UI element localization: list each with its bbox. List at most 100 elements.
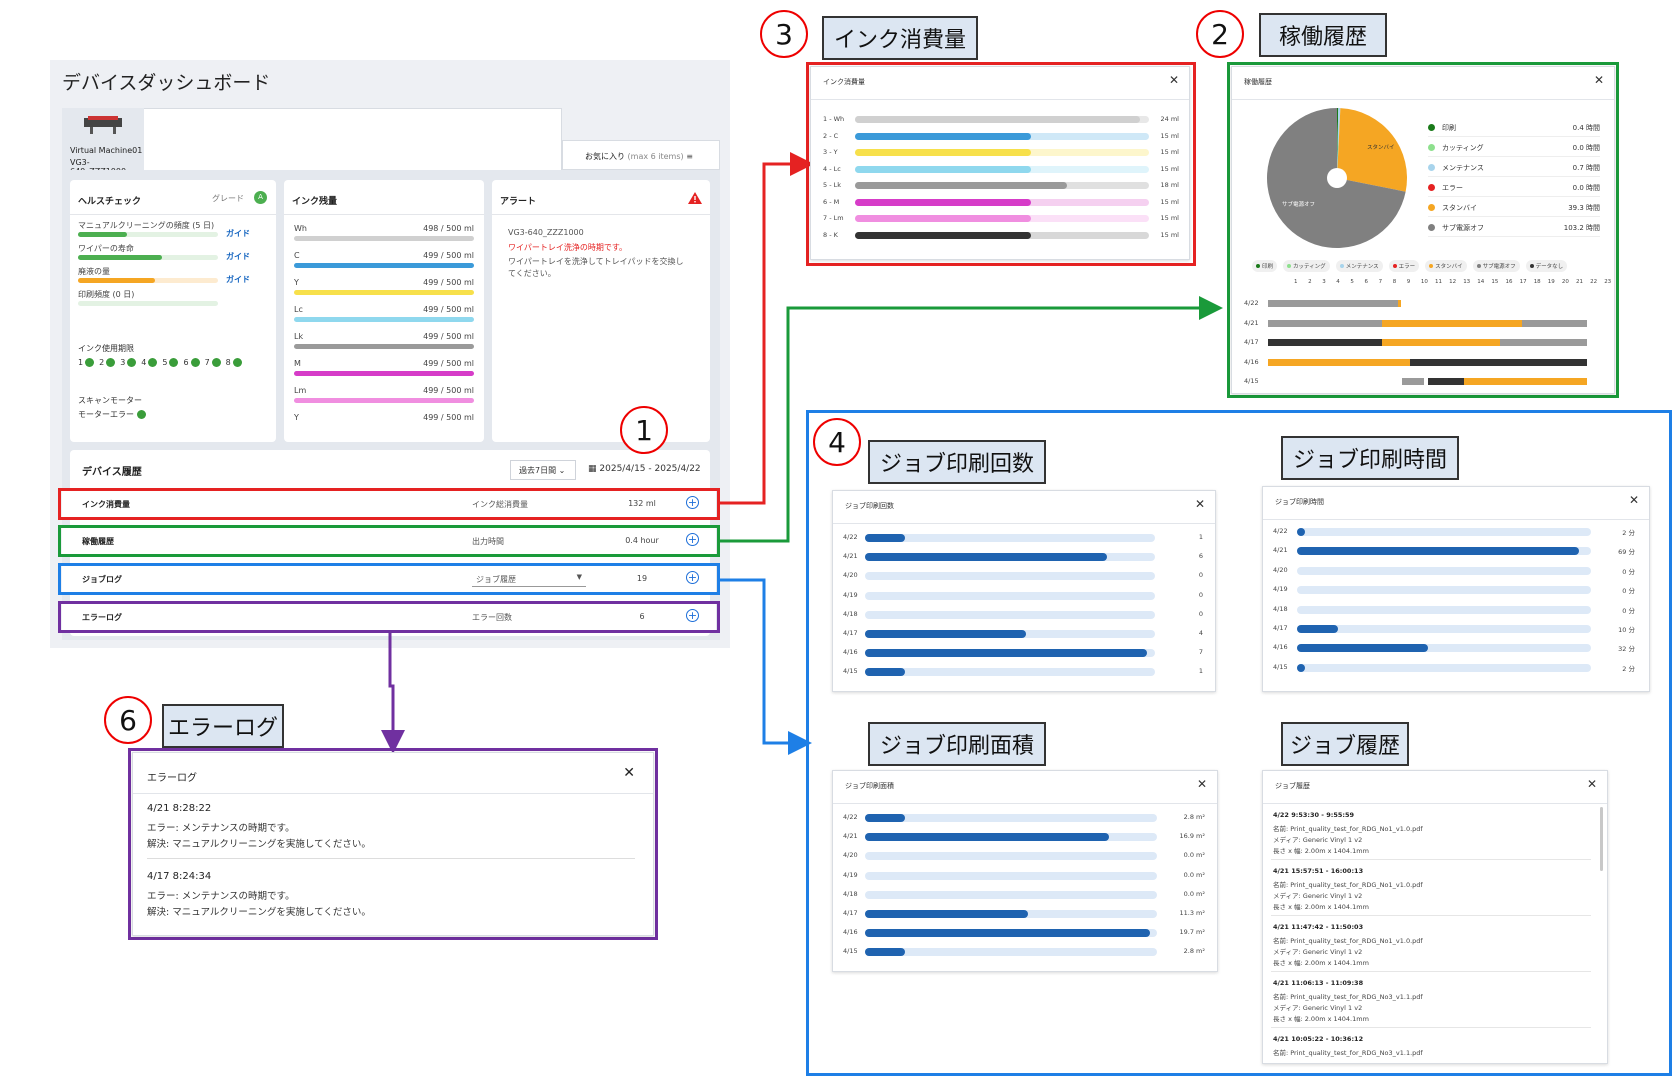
grade-label: グレード [212, 194, 244, 203]
timeline-segment [1398, 300, 1401, 307]
hour-tick-label: 3 [1322, 279, 1326, 285]
bar [865, 534, 906, 542]
history-row[interactable]: エラーログ エラー回数 6 + [62, 604, 716, 630]
filter-chip[interactable]: スタンバイ [1425, 260, 1467, 272]
guide-link[interactable]: ガイド [226, 229, 250, 238]
bar-value-label: 6 [1198, 552, 1203, 561]
job-entry-media: メディア: Generic Vinyl 1 v2 [1273, 836, 1363, 844]
period-value: 過去7日間 [519, 466, 557, 475]
timeline-segment [1410, 358, 1587, 366]
chip-dot [1529, 264, 1534, 268]
timeline-date: 4/16 [1244, 357, 1259, 366]
health-item-label: ワイパーの寿命 [78, 244, 134, 253]
status-ok-icon [127, 358, 137, 367]
error-log-title: エラーログ [147, 773, 197, 784]
bar-value-label: 0 [1198, 590, 1203, 599]
close-icon[interactable]: ✕ [1196, 777, 1207, 791]
filter-chip[interactable]: サブ電源オフ [1472, 260, 1520, 272]
job-history-select[interactable]: ジョブ履歴 ▼ [472, 571, 586, 587]
health-item-bar [78, 301, 218, 306]
favorites-button[interactable]: お気に入り (max 6 items) ≡ [562, 140, 720, 170]
expand-plus-icon[interactable]: + [686, 571, 699, 584]
machine-tab-bar [62, 108, 562, 170]
pie-label-standby: スタンバイ [1367, 143, 1395, 151]
close-icon[interactable]: ✕ [1586, 777, 1597, 791]
ink-name: Y [294, 413, 299, 422]
bar-track [865, 948, 1157, 957]
callout-label-job-area: ジョブ印刷面積 [868, 722, 1046, 766]
history-row[interactable]: 稼働履歴 出力時間 0.4 hour + [62, 528, 716, 554]
job-history-title: ジョブ履歴 [1275, 782, 1310, 790]
warning-icon [688, 192, 702, 204]
bar-category-label: 4/20 [843, 851, 858, 860]
history-row-metric: エラー回数 [472, 613, 512, 622]
health-item-bar [78, 255, 218, 260]
status-ok-icon [106, 358, 116, 367]
legend-dot [1428, 204, 1435, 211]
ink-name: Wh [294, 224, 307, 233]
ink-consumption-value: 15 ml [1160, 230, 1179, 239]
health-item-bar [78, 232, 218, 237]
expand-plus-icon[interactable]: + [686, 533, 699, 546]
bar [865, 833, 1110, 842]
hour-tick-label: 16 [1505, 279, 1513, 285]
job-entry-divider [1271, 971, 1591, 972]
hour-tick-label: 21 [1576, 279, 1583, 285]
period-select[interactable]: 過去7日間 ⌄ [510, 460, 576, 480]
guide-link[interactable]: ガイド [226, 275, 250, 284]
close-icon[interactable]: ✕ [1593, 73, 1604, 87]
ink-consumption-track [855, 116, 1149, 123]
timeline-segment [1428, 378, 1464, 385]
ink-name: Y [294, 278, 299, 287]
machine-tab[interactable]: Virtual Machine01 VG3-640_ZZZ1000 [62, 108, 144, 176]
expand-plus-icon[interactable]: + [686, 496, 699, 509]
bar-track [865, 534, 1155, 542]
hour-tick-label: 23 [1604, 279, 1612, 285]
bar-category-label: 4/15 [843, 947, 858, 956]
hour-tick-label: 5 [1350, 279, 1354, 285]
bar-category-label: 4/22 [1273, 527, 1288, 535]
divider [492, 214, 710, 215]
bar [1297, 625, 1338, 633]
legend-name: カッティング [1442, 144, 1484, 152]
bar-category-label: 4/21 [843, 552, 858, 561]
scrollbar[interactable] [1600, 807, 1603, 871]
page-title: デバイスダッシュボード [62, 72, 271, 94]
job-entry-time: 4/21 15:57:51 - 16:00:13 [1273, 867, 1364, 875]
filter-chip[interactable]: メンテナンス [1335, 260, 1383, 272]
filter-chip[interactable]: データなし [1525, 260, 1568, 272]
history-row[interactable]: インク消費量 インク総消費量 132 ml + [62, 491, 716, 517]
ink-consumption-bar [855, 182, 1067, 189]
bar-track [865, 929, 1157, 938]
filter-chip[interactable]: エラー [1388, 260, 1420, 272]
hour-tick-label: 9 [1406, 279, 1411, 285]
timeline-date: 4/21 [1244, 318, 1259, 327]
close-icon[interactable]: ✕ [1168, 73, 1179, 87]
bar-value-label: 2 分 [1622, 664, 1635, 673]
expand-plus-icon[interactable]: + [686, 609, 699, 622]
bar-track [865, 610, 1155, 619]
history-row[interactable]: ジョブログ ジョブ履歴 ▼ 19 + [62, 566, 716, 592]
guide-link[interactable]: ガイド [226, 252, 250, 261]
history-title: デバイス履歴 [82, 467, 142, 478]
timeline-date: 4/15 [1244, 377, 1259, 385]
close-icon[interactable]: ✕ [1628, 493, 1639, 507]
highlight-errorlog-row [58, 601, 720, 633]
filter-chip[interactable]: 印刷 [1252, 260, 1278, 272]
date-range[interactable]: ▦ 2025/4/15 - 2025/4/22 [588, 464, 701, 474]
bar-value-label: 1 [1198, 533, 1203, 541]
ink-bar [294, 398, 474, 403]
job-entry-time: 4/22 9:53:30 - 9:55:59 [1273, 811, 1355, 819]
filter-chip[interactable]: カッティング [1283, 260, 1330, 272]
ink-expiry-item: 7 [205, 358, 221, 367]
close-icon[interactable]: ✕ [1194, 497, 1205, 511]
job-entry-time: 4/21 10:05:22 - 10:36:12 [1273, 1035, 1364, 1043]
bar-track [865, 814, 1157, 822]
job-entry-name: 名前: Print_quality_test_for_RDG_No1_v1.0.… [1273, 825, 1423, 833]
bar-category-label: 4/15 [843, 667, 858, 676]
bar-value-label: 32 分 [1618, 645, 1635, 654]
bar-value-label: 0 [1198, 571, 1203, 580]
legend-value: 0.7 時間 [1572, 164, 1600, 172]
close-icon[interactable]: ✕ [623, 765, 635, 781]
ink-consumption-bar [855, 165, 1032, 173]
